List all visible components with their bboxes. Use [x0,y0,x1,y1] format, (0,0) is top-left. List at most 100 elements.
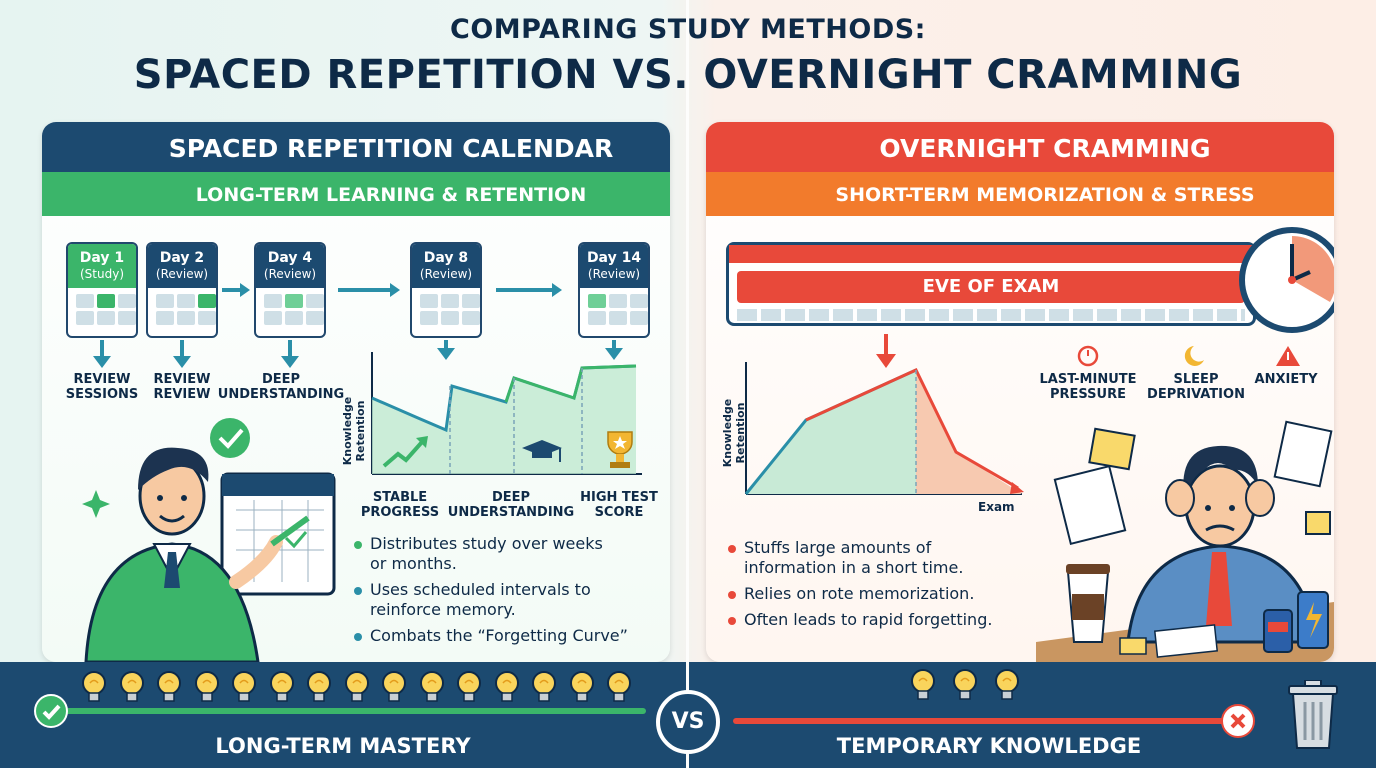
step-label-line: REVIEW [153,387,211,402]
right-chart-ylabel: Knowledge Retention [721,398,747,468]
day-card: Day 8 (Review) [410,242,482,338]
bullet-item: Uses scheduled intervals to reinforce mem… [354,580,666,620]
chart-label-line: STABLE [372,490,428,505]
spaced-retention-chart [371,352,642,475]
step-label: REVIEW SESSIONS [56,372,148,402]
day-label: Day 2 [159,250,205,266]
warning-icon [1276,346,1300,366]
left-subheading-band: LONG-TERM LEARNING & RETENTION [42,172,670,216]
lightbulb-icon [568,670,596,710]
day-card: Day 2 (Review) [146,242,218,338]
lightbulb-icon [343,670,371,710]
lightbulb-icon [80,670,108,710]
lightbulb-icon [493,670,521,710]
bullet-item: Relies on rote memorization. [728,584,1028,604]
day-label: Day 8 [423,250,469,266]
lightbulb-icon [951,668,979,708]
step-label-line: UNDERSTANDING [217,387,345,402]
lightbulb-icon [193,670,221,710]
stress-label: ANXIETY [1246,372,1326,387]
stress-label: LAST-MINUTE PRESSURE [1032,372,1144,402]
bullet-text: Stuffs large amounts of [744,538,932,557]
bullet-text: Relies on rote memorization. [744,584,975,603]
lightbulb-icon [418,670,446,710]
chart-label-line: DEEP [491,490,531,505]
lightbulb-icon [605,670,633,710]
lightbulb-row-left [80,670,640,710]
confident-student-illustration [82,418,336,662]
step-label: REVIEW REVIEW [138,372,226,402]
step-label-line: REVIEW [153,372,211,387]
step-label-line: DEEP [261,372,301,387]
lightbulb-icon [993,668,1021,708]
left-diagram-arrows [93,283,623,368]
bullet-text: Uses scheduled intervals to [370,580,591,599]
trash-icon [1288,680,1338,749]
stopwatch-icon [1239,227,1334,333]
stress-icons [1077,345,1300,367]
bullet-text: Combats the “Forgetting Curve” [370,626,628,645]
energy-can-icon [1297,591,1329,649]
cross-icon [1221,704,1255,738]
stress-label: SLEEP DEPRIVATION [1142,372,1250,402]
chart-label: DEEP UNDERSTANDING [444,490,578,520]
left-footer-label: LONG-TERM MASTERY [215,734,471,758]
chart-label: HIGH TEST SCORE [572,490,666,520]
stress-label-line: PRESSURE [1049,387,1126,402]
lightbulb-icon [380,670,408,710]
chart-label: STABLE PROGRESS [352,490,448,520]
step-label: DEEP UNDERSTANDING [216,372,346,402]
stress-label-line: LAST-MINUTE [1039,372,1137,387]
chart-label-line: PROGRESS [360,505,440,520]
bullet-text: information in a short time. [744,558,964,577]
temporary-progress-line [733,718,1233,724]
left-footer: LONG-TERM MASTERY [0,662,686,768]
moon-icon [1184,346,1204,366]
graduation-cap-icon [522,440,562,462]
stress-label-line: SLEEP [1173,372,1219,387]
day-label: Day 14 [586,250,642,266]
right-footer: TEMPORARY KNOWLEDGE [689,662,1376,768]
chart-label-line: UNDERSTANDING [447,505,575,520]
lightbulb-icon [268,670,296,710]
right-chart-xlabel: Exam [978,500,1015,514]
day-kind: (Review) [419,267,473,281]
spaced-repetition-panel: SPACED REPETITION CALENDAR LONG-TERM LEA… [42,122,670,662]
bullet-text: reinforce memory. [370,600,516,619]
lightbulb-icon [530,670,558,710]
left-subheading: LONG-TERM LEARNING & RETENTION [195,184,587,206]
right-subheading-band: SHORT-TERM MEMORIZATION & STRESS [706,172,1334,216]
left-bullets: Distributes study over weeks or months. U… [354,534,666,646]
stress-label-line: DEPRIVATION [1147,387,1245,402]
lightbulb-row-right [909,668,1069,708]
bullet-item: Stuffs large amounts of information in a … [728,538,1028,578]
right-heading: OVERNIGHT CRAMMING [879,134,1211,163]
right-heading-band: OVERNIGHT CRAMMING [706,122,1334,172]
right-footer-label: TEMPORARY KNOWLEDGE [836,734,1142,758]
growth-arrow-icon [382,436,428,468]
right-subheading: SHORT-TERM MEMORIZATION & STRESS [835,184,1255,206]
overnight-cramming-panel: OVERNIGHT CRAMMING SHORT-TERM MEMORIZATI… [706,122,1334,662]
lightbulb-icon [155,670,183,710]
cramming-retention-chart [744,362,1024,495]
lightbulb-icon [118,670,146,710]
check-bubble-icon [210,418,250,458]
mastery-progress-line [36,708,646,714]
center-divider [686,0,689,768]
chart-label-line: HIGH TEST [580,490,658,505]
right-bullets: Stuffs large amounts of information in a … [728,538,1028,630]
chart-label-line: SCORE [594,505,644,520]
eve-of-exam-label: EVE OF EXAM [737,271,1245,303]
step-label-line: REVIEW [73,372,131,387]
vs-badge: VS [656,690,720,754]
trophy-icon [607,431,633,468]
stress-label-line: ANXIETY [1254,372,1318,387]
day-kind: (Study) [79,267,124,281]
coffee-cup-icon [1066,564,1110,643]
stressed-student-illustration [1036,420,1334,662]
bullet-text: or months. [370,554,457,573]
day-label: Day 1 [79,250,125,266]
day-card: Day 14 (Review) [578,242,650,338]
day-kind: (Review) [263,267,317,281]
lightbulb-icon [455,670,483,710]
